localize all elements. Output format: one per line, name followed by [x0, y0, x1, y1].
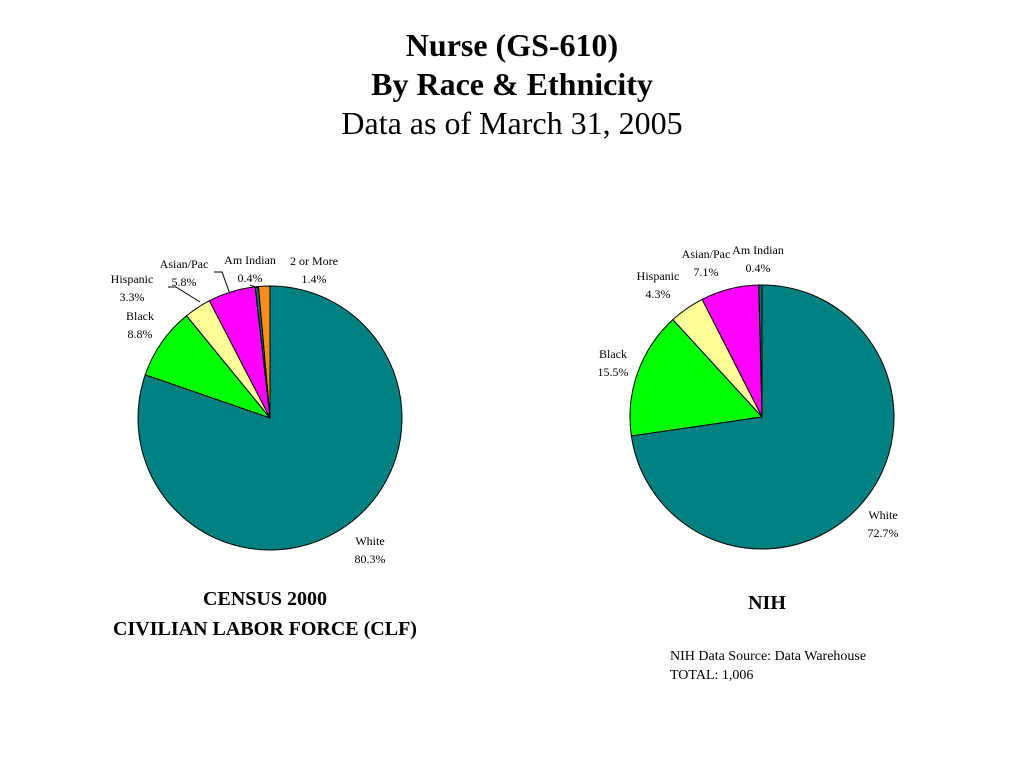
- slice-label-white: White: [868, 508, 897, 522]
- data-source-text: NIH Data Source: Data Warehouse: [670, 649, 867, 664]
- page-title: Nurse (GS-610): [405, 27, 619, 63]
- leader-line-asian-pac: [214, 271, 231, 295]
- slice-value-asian-pac: 5.8%: [172, 275, 197, 289]
- nih-chart-caption: NIH: [667, 588, 867, 618]
- pie-slice-black: [629, 318, 764, 437]
- slice-label-white: White: [355, 534, 384, 548]
- pie-slice-white: [630, 284, 895, 550]
- slice-value-am-indian: 0.4%: [746, 261, 771, 275]
- slice-value-am-indian: 0.4%: [238, 271, 263, 285]
- slice-label-hispanic: Hispanic: [111, 272, 154, 286]
- nih-pie-chart: Am Indian 0.4% Asian/Pac 7.1% Hispanic 4.3% Bl…: [598, 243, 899, 550]
- slice-value-white: 72.7%: [868, 526, 899, 540]
- page-subtitle: By Race & Ethnicity: [371, 66, 653, 102]
- slice-label-black: Black: [126, 309, 154, 323]
- slice-label-hispanic: Hispanic: [637, 269, 680, 283]
- slice-label-2-or-more: 2 or More: [290, 254, 338, 268]
- source-note: NIH Data Source: Data Warehouse TOTAL: 1…: [670, 647, 866, 685]
- census-chart-caption: CENSUS 2000 CIVILIAN LABOR FORCE (CLF): [40, 584, 490, 644]
- slice-label-am-indian: Am Indian: [732, 243, 784, 257]
- slice-value-black: 15.5%: [598, 365, 629, 379]
- census-caption-line2: CIVILIAN LABOR FORCE (CLF): [113, 618, 417, 640]
- chart-title-block: Nurse (GS-610) By Race & Ethnicity Data …: [0, 26, 1024, 143]
- slice-value-asian-pac: 7.1%: [694, 265, 719, 279]
- slice-value-black: 8.8%: [128, 327, 153, 341]
- date-line: Data as of March 31, 2005: [341, 105, 683, 141]
- census-caption-line1: CENSUS 2000: [203, 588, 327, 610]
- slice-label-asian-pac: Asian/Pac: [682, 247, 731, 261]
- pie-slice-white: [137, 285, 403, 551]
- slice-label-asian-pac: Asian/Pac: [160, 257, 209, 271]
- slice-value-hispanic: 3.3%: [120, 290, 145, 304]
- slice-value-white: 80.3%: [355, 552, 386, 566]
- leader-line-am-indian: [249, 284, 259, 289]
- slice-value-hispanic: 4.3%: [646, 287, 671, 301]
- slice-label-black: Black: [599, 347, 627, 361]
- slice-label-am-indian: Am Indian: [224, 253, 276, 267]
- nih-caption: NIH: [748, 592, 786, 614]
- slice-value-2-or-more: 1.4%: [302, 272, 327, 286]
- leader-line-hispanic: [168, 286, 201, 303]
- census-pie-chart: 2 or More 1.4% Am Indian 0.4% Asian/Pac 5.8% H…: [111, 253, 403, 566]
- total-text: TOTAL: 1,006: [670, 668, 754, 683]
